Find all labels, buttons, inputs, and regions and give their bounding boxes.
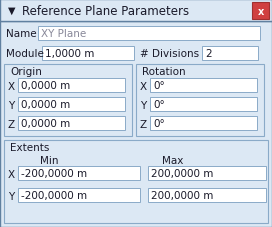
Text: X: X [140,82,147,92]
Text: 0°: 0° [153,81,165,91]
Text: 0°: 0° [153,118,165,128]
Text: 200,0000 m: 200,0000 m [151,168,213,178]
Bar [4,140,268,223]
Bar [18,116,125,131]
Text: X: X [8,169,15,179]
Text: Extents: Extents [10,142,50,152]
Bar [4,65,132,136]
Bar [136,65,264,136]
Bar [252,3,269,20]
Text: 200,0000 m: 200,0000 m [151,190,213,200]
Text: XY Plane: XY Plane [41,29,86,39]
Bar [150,98,257,111]
Bar [18,188,140,202]
Bar [148,188,266,202]
Bar [148,166,266,180]
Text: Rotation: Rotation [142,67,186,77]
Text: 0,0000 m: 0,0000 m [21,100,70,109]
Text: Y: Y [8,191,14,201]
Text: 0,0000 m: 0,0000 m [21,81,70,91]
Bar [18,79,125,93]
Text: Min: Min [40,155,58,165]
Text: X: X [8,82,15,92]
Bar [18,166,140,180]
Text: x: x [257,7,264,16]
Text: Origin: Origin [10,67,42,77]
Text: Name: Name [6,29,37,39]
Bar [202,47,258,61]
Bar [0,11,272,22]
Bar [150,79,257,93]
Text: 0°: 0° [153,100,165,109]
Text: Z: Z [140,119,147,129]
Text: -200,0000 m: -200,0000 m [21,190,87,200]
Bar [0,0,272,22]
Text: Max: Max [162,155,183,165]
Bar [38,27,260,41]
Bar [18,98,125,111]
Text: Y: Y [8,101,14,111]
Text: Module: Module [6,49,44,59]
Text: 1,0000 m: 1,0000 m [45,49,94,59]
Text: 2: 2 [205,49,212,59]
Text: # Divisions: # Divisions [140,49,199,59]
Bar [0,0,272,11]
Text: ▼: ▼ [8,6,16,16]
Text: -200,0000 m: -200,0000 m [21,168,87,178]
Text: Reference Plane Parameters: Reference Plane Parameters [22,5,189,17]
Text: 0,0000 m: 0,0000 m [21,118,70,128]
Text: Y: Y [140,101,146,111]
Bar [150,116,257,131]
Text: Z: Z [8,119,15,129]
Bar [42,47,134,61]
